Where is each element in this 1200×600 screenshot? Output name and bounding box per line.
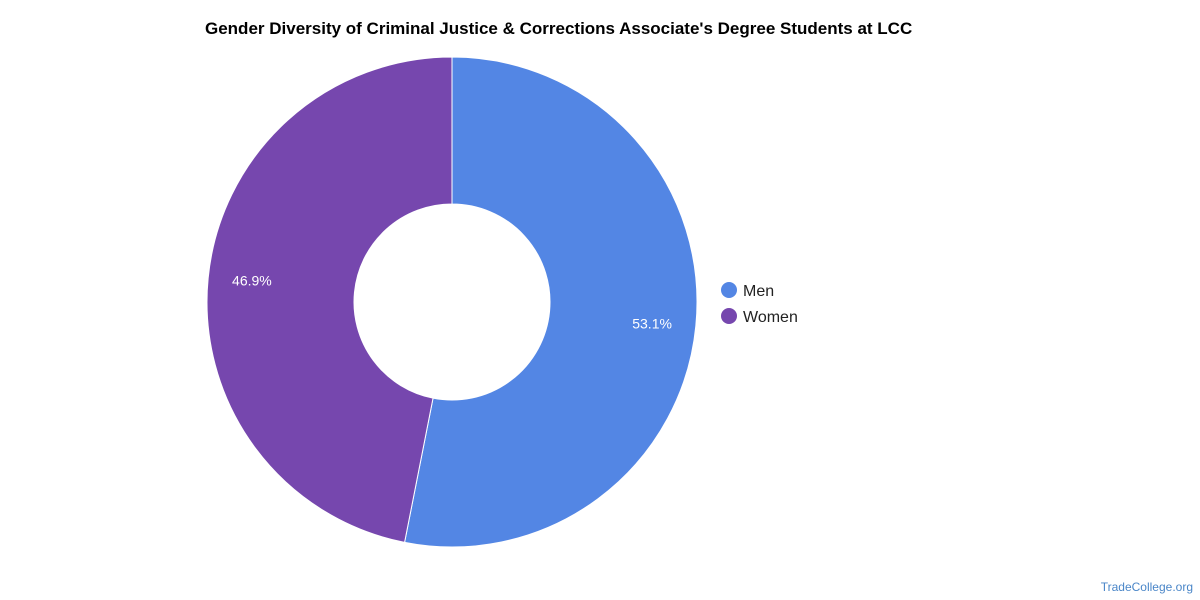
slice-women[interactable] xyxy=(206,56,453,543)
slice-men[interactable] xyxy=(403,56,698,548)
credit-link[interactable]: TradeCollege.org xyxy=(1101,580,1193,594)
slice-label-men: 53.1% xyxy=(632,315,672,331)
legend-label-men[interactable]: Men xyxy=(743,283,774,300)
slice-labels: 53.1% 46.9% xyxy=(232,273,672,332)
donut-slices xyxy=(206,56,698,548)
chart-title: Gender Diversity of Criminal Justice & C… xyxy=(205,19,912,38)
legend-label-women[interactable]: Women xyxy=(743,309,798,326)
legend-swatch-women[interactable] xyxy=(721,308,737,324)
slice-label-women: 46.9% xyxy=(232,273,272,289)
legend: Men Women xyxy=(721,282,798,326)
legend-swatch-men[interactable] xyxy=(721,282,737,298)
